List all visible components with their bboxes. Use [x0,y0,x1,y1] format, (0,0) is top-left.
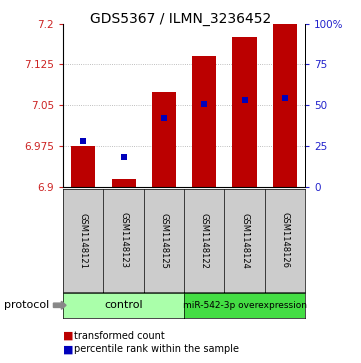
Text: ■: ■ [63,331,74,341]
Text: GDS5367 / ILMN_3236452: GDS5367 / ILMN_3236452 [90,12,271,26]
Text: GSM1148124: GSM1148124 [240,213,249,268]
Text: ■: ■ [63,344,74,354]
Text: miR-542-3p overexpression: miR-542-3p overexpression [183,301,306,310]
Text: percentile rank within the sample: percentile rank within the sample [74,344,239,354]
Bar [273,24,297,187]
Bar [71,146,95,187]
Bar [152,92,176,187]
Bar [112,179,136,187]
Text: control: control [104,300,143,310]
Text: protocol: protocol [4,300,49,310]
Text: GSM1148123: GSM1148123 [119,212,128,269]
Text: transformed count: transformed count [74,331,165,341]
Text: GSM1148121: GSM1148121 [79,213,88,268]
Bar [232,37,257,187]
Text: GSM1148125: GSM1148125 [160,213,169,268]
Bar [192,56,216,187]
Text: GSM1148122: GSM1148122 [200,213,209,268]
Text: GSM1148126: GSM1148126 [280,212,290,269]
